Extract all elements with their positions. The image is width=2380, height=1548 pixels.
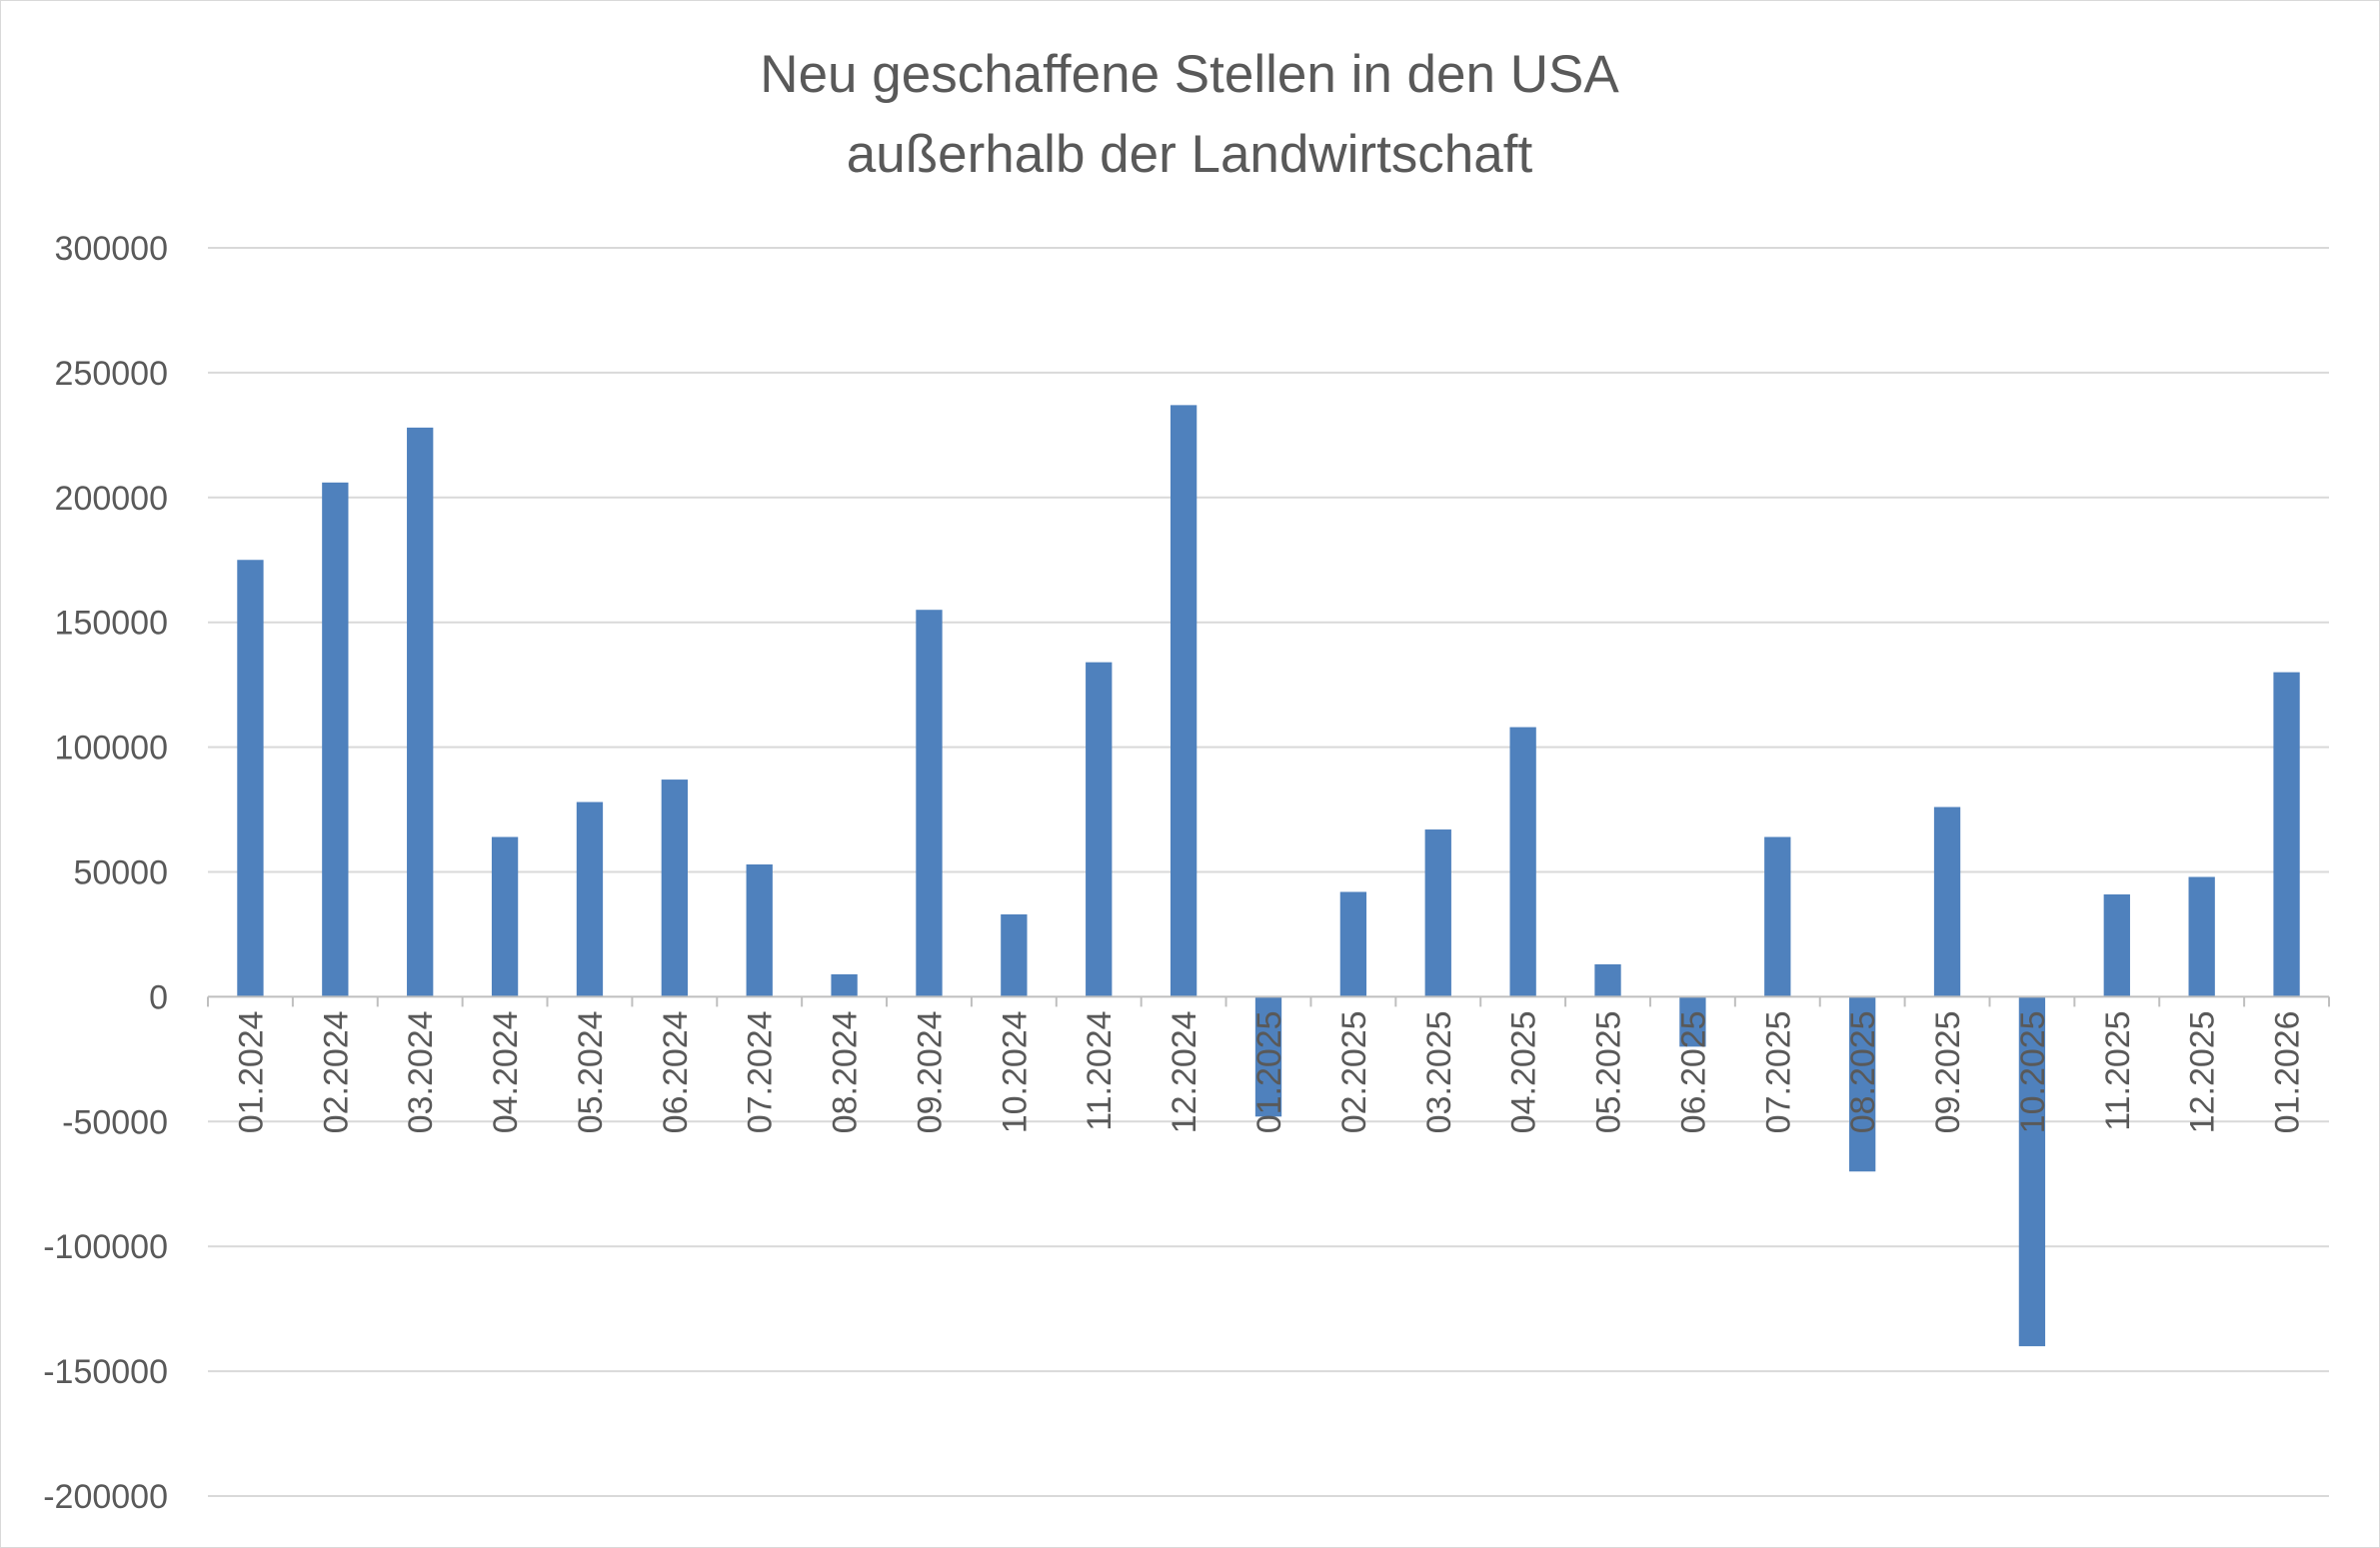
bar bbox=[2189, 876, 2215, 996]
x-tick-label: 01.2025 bbox=[1250, 1010, 1288, 1133]
x-tick-label: 10.2024 bbox=[996, 1010, 1034, 1133]
x-tick-label: 08.2024 bbox=[827, 1010, 865, 1133]
y-tick-label: -150000 bbox=[43, 1353, 168, 1391]
bar bbox=[1340, 891, 1366, 996]
bar bbox=[237, 560, 263, 996]
x-tick-label: 03.2025 bbox=[1420, 1010, 1458, 1133]
bars bbox=[237, 405, 2299, 1346]
bar bbox=[1086, 663, 1112, 997]
x-tick-label: 12.2025 bbox=[2184, 1010, 2222, 1133]
bar bbox=[747, 864, 773, 996]
bar bbox=[1001, 914, 1027, 996]
x-tick-label: 09.2025 bbox=[1929, 1010, 1967, 1133]
y-tick-label: 150000 bbox=[55, 605, 168, 643]
y-tick-label: -50000 bbox=[62, 1103, 168, 1141]
bar bbox=[577, 802, 603, 997]
y-tick-label: 100000 bbox=[55, 730, 168, 768]
bar bbox=[1509, 728, 1535, 997]
chart-subtitle: außerhalb der Landwirtschaft bbox=[847, 125, 1533, 184]
x-tick-label: 04.2025 bbox=[1505, 1010, 1543, 1133]
bar bbox=[492, 837, 518, 997]
bar bbox=[1594, 964, 1620, 996]
bar bbox=[831, 974, 857, 996]
y-tick-label: -200000 bbox=[43, 1478, 168, 1516]
bar bbox=[322, 483, 348, 997]
x-tick-label: 02.2024 bbox=[317, 1010, 355, 1133]
chart-title: Neu geschaffene Stellen in den USA bbox=[760, 45, 1619, 104]
y-axis-tick-labels: 300000 250000 200000 150000 100000 50000 0 -500… bbox=[43, 230, 168, 1516]
x-axis-tick-labels: 01.2024 02.2024 03.2024 04.2024 05.2024 06.20… bbox=[232, 1010, 2306, 1133]
x-tick-label: 05.2025 bbox=[1590, 1010, 1628, 1133]
bar bbox=[916, 610, 942, 996]
bar bbox=[407, 428, 433, 997]
x-tick-label: 07.2025 bbox=[1759, 1010, 1797, 1133]
bar bbox=[1764, 837, 1790, 997]
x-tick-label: 01.2026 bbox=[2269, 1010, 2307, 1133]
y-tick-label: 250000 bbox=[55, 355, 168, 393]
y-tick-label: 300000 bbox=[55, 230, 168, 268]
x-tick-label: 04.2024 bbox=[487, 1010, 525, 1133]
bar bbox=[1934, 807, 1960, 997]
y-tick-label: 200000 bbox=[55, 480, 168, 518]
x-tick-label: 06.2024 bbox=[657, 1010, 695, 1133]
x-tick-label: 09.2024 bbox=[911, 1010, 949, 1133]
x-tick-label: 12.2024 bbox=[1166, 1010, 1203, 1133]
x-tick-label: 06.2025 bbox=[1674, 1010, 1712, 1133]
x-tick-label: 03.2024 bbox=[402, 1010, 440, 1133]
x-tick-label: 02.2025 bbox=[1335, 1010, 1373, 1133]
bar bbox=[2273, 673, 2299, 997]
bar bbox=[662, 779, 688, 996]
x-tick-label: 07.2024 bbox=[742, 1010, 780, 1133]
y-tick-label: 0 bbox=[149, 978, 168, 1016]
gridlines bbox=[208, 248, 2329, 1496]
x-tick-label: 11.2024 bbox=[1081, 1010, 1119, 1130]
x-tick-label: 01.2024 bbox=[232, 1010, 270, 1133]
y-tick-label: 50000 bbox=[73, 854, 168, 892]
bar bbox=[1171, 405, 1196, 996]
bar bbox=[2104, 894, 2130, 996]
x-tick-label: 10.2025 bbox=[2014, 1010, 2052, 1133]
x-tick-label: 11.2025 bbox=[2099, 1010, 2137, 1130]
x-tick-label: 05.2024 bbox=[572, 1010, 610, 1133]
y-tick-label: -100000 bbox=[43, 1228, 168, 1266]
x-tick-label: 08.2025 bbox=[1844, 1010, 1882, 1133]
bar bbox=[1425, 829, 1451, 996]
